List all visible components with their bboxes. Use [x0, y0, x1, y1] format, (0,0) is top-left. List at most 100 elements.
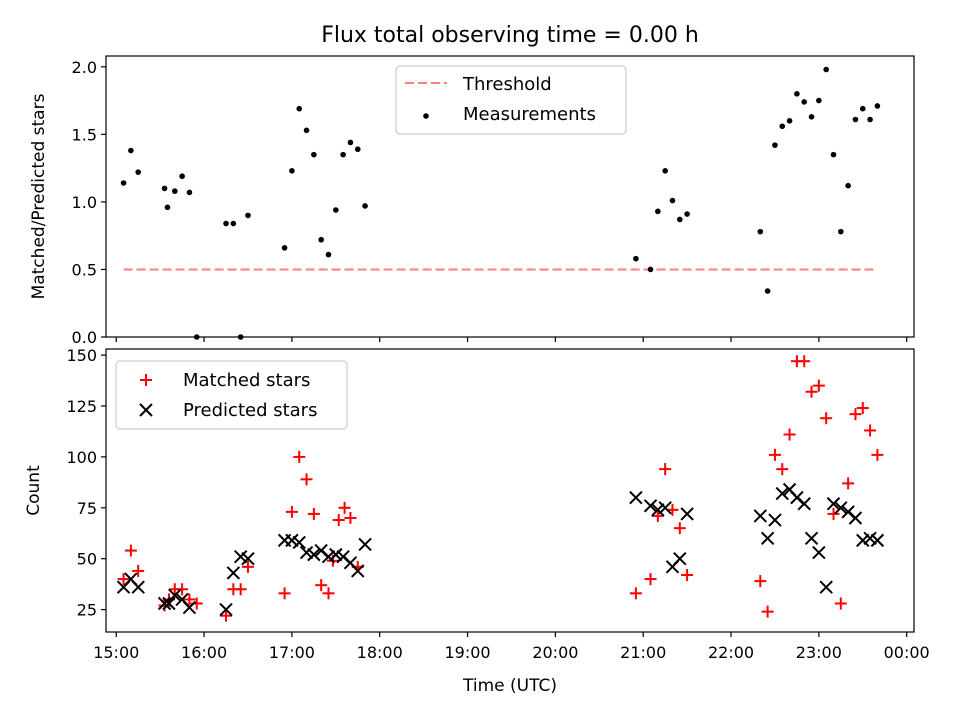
predicted-star-point [219, 602, 233, 617]
top-plot: 0.0 0.5 1.0 1.5 2.0 Matched/Predicted stars Th… [29, 55, 915, 347]
matched-star-point [856, 402, 869, 415]
bottom-ylabel: Count [24, 465, 44, 516]
measurement-point [764, 288, 771, 294]
predicted-star-point [826, 497, 841, 511]
top-legend-box [395, 65, 627, 135]
matched-star-point [241, 560, 254, 573]
measurement-point [135, 169, 142, 175]
top-ylabel: Matched/Predicted stars [29, 93, 49, 299]
measurement-point [325, 251, 332, 258]
measurement-point [823, 66, 829, 73]
measurement-point [230, 220, 237, 227]
measurement-point [794, 91, 800, 97]
predicted-star-point [131, 580, 145, 594]
top-ytick-label: 2.0 [72, 58, 97, 77]
measurement-point [281, 245, 288, 251]
predicted-star-point [819, 580, 833, 594]
predicted-star-point [241, 551, 255, 566]
predicted-star-point [157, 596, 172, 611]
legend-measurements-label: Measurements [463, 104, 596, 125]
measurement-point [801, 99, 808, 105]
measurement-point [318, 236, 324, 243]
measurement-point [676, 216, 683, 223]
xtick-label: 21:00 [620, 643, 666, 662]
xtick-label: 23:00 [796, 643, 842, 662]
legend-threshold-label: Threshold [462, 74, 552, 95]
predicted-star-point [834, 501, 848, 515]
matched-star-point [644, 573, 657, 586]
matched-star-point [871, 448, 884, 461]
top-legend: Threshold Measurements [395, 65, 627, 135]
measurement-point [296, 105, 303, 112]
predicted-star-point [673, 551, 687, 566]
predicted-star-point [680, 507, 694, 521]
matched-star-point [293, 450, 306, 463]
predicted-star-point [292, 535, 306, 550]
predicted-star-point [162, 596, 176, 611]
measurement-point [311, 151, 317, 158]
predicted-star-point [351, 564, 365, 578]
bottom-legend: Matched stars Predicted stars [115, 360, 348, 430]
matched-star-point [812, 379, 825, 392]
bottom-ytick-label: 50 [77, 550, 97, 569]
matched-star-point [176, 583, 189, 596]
matched-star-point [827, 507, 840, 520]
measurement-point [186, 189, 193, 196]
measurement-point [655, 208, 661, 215]
matched-star-point [332, 514, 345, 527]
legend-predicted-swatch [139, 403, 153, 417]
predicted-star-point [358, 537, 372, 552]
measurement-point [852, 116, 859, 123]
measurement-point [669, 197, 676, 204]
predicted-star-point [870, 533, 885, 548]
measurement-point [779, 123, 786, 130]
measurement-point [874, 103, 881, 109]
predicted-star-point [812, 545, 826, 560]
top-ytick-label: 0.5 [72, 260, 97, 279]
measurement-point [120, 180, 127, 186]
predicted-star-point [804, 531, 819, 546]
bottom-ytick-label: 75 [77, 499, 97, 518]
bottom-ytick-label: 100 [66, 448, 97, 467]
top-ytick-label: 0.0 [72, 328, 97, 347]
matched-star-point [285, 505, 298, 518]
top-ytick-label: 1.0 [72, 193, 97, 212]
measurement-point [830, 151, 837, 158]
matched-star-point [842, 477, 855, 490]
measurement-point [245, 212, 251, 219]
matched-star-point [834, 597, 847, 610]
predicted-star-point [226, 566, 241, 580]
matched-star-point [183, 593, 196, 606]
predicted-star-point [629, 490, 643, 505]
predicted-star-point [307, 547, 321, 562]
measurement-point [354, 146, 361, 153]
measurement-point [128, 147, 134, 154]
predicted-star-point [775, 486, 789, 501]
matched-star-point [849, 408, 862, 421]
predicted-star-point [768, 513, 782, 527]
legend-matched-label: Matched stars [183, 370, 310, 391]
chart-title: Flux total observing time = 0.00 h [321, 23, 699, 48]
legend-measurements-swatch [423, 113, 429, 119]
xtick-label: 00:00 [884, 643, 930, 662]
xtick-label: 19:00 [444, 643, 490, 662]
matched-star-point [798, 355, 811, 368]
matched-star-point [124, 544, 137, 557]
matched-star-point [673, 522, 686, 535]
xtick-label: 22:00 [708, 643, 754, 662]
xtick-label: 17:00 [269, 643, 315, 662]
measurement-point [179, 173, 185, 180]
predicted-star-point [753, 509, 768, 523]
measurement-point [161, 185, 168, 192]
measurement-point [757, 228, 764, 235]
matched-star-point [864, 424, 877, 437]
measurement-point [237, 334, 244, 340]
matched-star-point [659, 463, 672, 476]
xtick-label: 20:00 [532, 643, 578, 662]
matched-star-point [820, 412, 833, 425]
predicted-star-point [658, 501, 672, 515]
matched-star-point [805, 385, 818, 398]
bottom-ytick-label: 150 [66, 346, 97, 365]
top-ytick-label: 1.5 [72, 125, 97, 144]
